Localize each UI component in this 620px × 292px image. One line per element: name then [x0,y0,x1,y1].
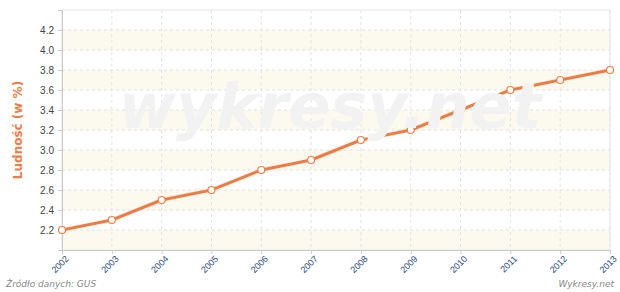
x-tick: 2013 [598,250,619,275]
marker [59,227,66,234]
grid-line [560,10,561,250]
y-tick-mark [58,150,62,151]
y-tick: 2.4 [40,205,62,216]
x-tick: 2012 [548,250,569,275]
y-tick: 3.0 [40,145,62,156]
grid-line [62,230,610,231]
y-tick: 3.8 [40,65,62,76]
marker [258,167,265,174]
x-tick-label: 2010 [448,254,469,275]
y-tick-mark [58,110,62,111]
series [59,67,614,234]
x-tick: 2007 [299,250,320,275]
source: Źródło danych: GUS [5,278,96,289]
x-tick-label: 2011 [498,254,519,275]
x-tick-label: 2006 [249,254,270,275]
x-tick-label: 2013 [598,254,619,275]
x-tick-label: 2012 [548,254,569,275]
x-axis: 2002 2003 2004 2005 2006 2007 2008 2009 2010 2011… [50,250,619,275]
watermark: wykresy.net [119,70,544,143]
plot-background [62,10,610,250]
x-tick: 2003 [99,250,120,275]
y-axis: 2.2 2.4 2.6 2.8 3.0 3.2 3.4 3.6 3.8 4.0 4.2 [40,11,62,251]
y-axis-title: Ludność (w %) [11,81,25,179]
marker [308,157,315,164]
marker [607,67,614,74]
x-tick-label: 2007 [299,254,320,275]
grid-line [62,170,610,171]
y-tick: 3.2 [40,125,62,136]
y-tick-mark [58,90,62,91]
x-axis-line [63,251,611,255]
x-tick: 2005 [199,250,220,275]
credit: Wykresy.net [558,279,614,289]
band [62,230,610,250]
grid-line [62,210,610,211]
grid [62,10,610,250]
y-tick-label: 3.4 [40,105,54,116]
grid-line [62,190,610,191]
y-tick-mark [58,70,62,71]
x-tick-label: 2008 [348,254,369,275]
y-tick-label: 2.6 [40,185,54,196]
x-tick-label: 2003 [99,254,120,275]
band [62,30,610,50]
y-tick-label: 4.2 [40,25,54,36]
y-tick-mark [58,130,62,131]
y-tick-label: 2.4 [40,205,54,216]
x-tick: 2008 [348,250,369,275]
marker [208,187,215,194]
marker [108,217,115,224]
x-tick: 2010 [448,250,469,275]
x-tick-label: 2009 [398,254,419,275]
plot: 2.22.42.62.83.03.23.43.63.84.04.22002200… [40,10,619,275]
y-tick-label: 4.0 [40,45,54,56]
x-tick: 2002 [50,250,71,275]
x-tick: 2011 [498,250,519,275]
y-tick-label: 3.2 [40,125,54,136]
y-tick-label: 2.2 [40,225,54,236]
band [62,150,610,170]
y-tick-mark [58,190,62,191]
y-tick-mark [58,30,62,31]
y-tick-label: 3.0 [40,145,54,156]
y-tick-label: 2.8 [40,165,54,176]
y-tick: 4.0 [40,45,62,56]
y-axis-line [58,11,63,251]
grid-line [111,10,112,250]
y-tick-mark [58,170,62,171]
grid-line [62,50,610,51]
y-tick-label: 3.6 [40,85,54,96]
y-tick: 4.2 [40,25,62,36]
x-tick: 2004 [149,250,170,275]
y-tick: 2.8 [40,165,62,176]
y-tick: 3.6 [40,85,62,96]
y-tick-label: 3.8 [40,65,54,76]
x-tick-label: 2005 [199,254,220,275]
x-tick-label: 2002 [50,254,71,275]
x-tick-label: 2004 [149,254,170,275]
line [62,70,610,230]
y-tick-mark [58,50,62,51]
plot-frame [62,10,610,250]
x-tick: 2009 [398,250,419,275]
x-tick: 2006 [249,250,270,275]
y-tick-mark [58,210,62,211]
y-tick: 3.4 [40,105,62,116]
marker [557,77,564,84]
y-tick: 2.6 [40,185,62,196]
grid-line [62,30,610,31]
marker [158,197,165,204]
